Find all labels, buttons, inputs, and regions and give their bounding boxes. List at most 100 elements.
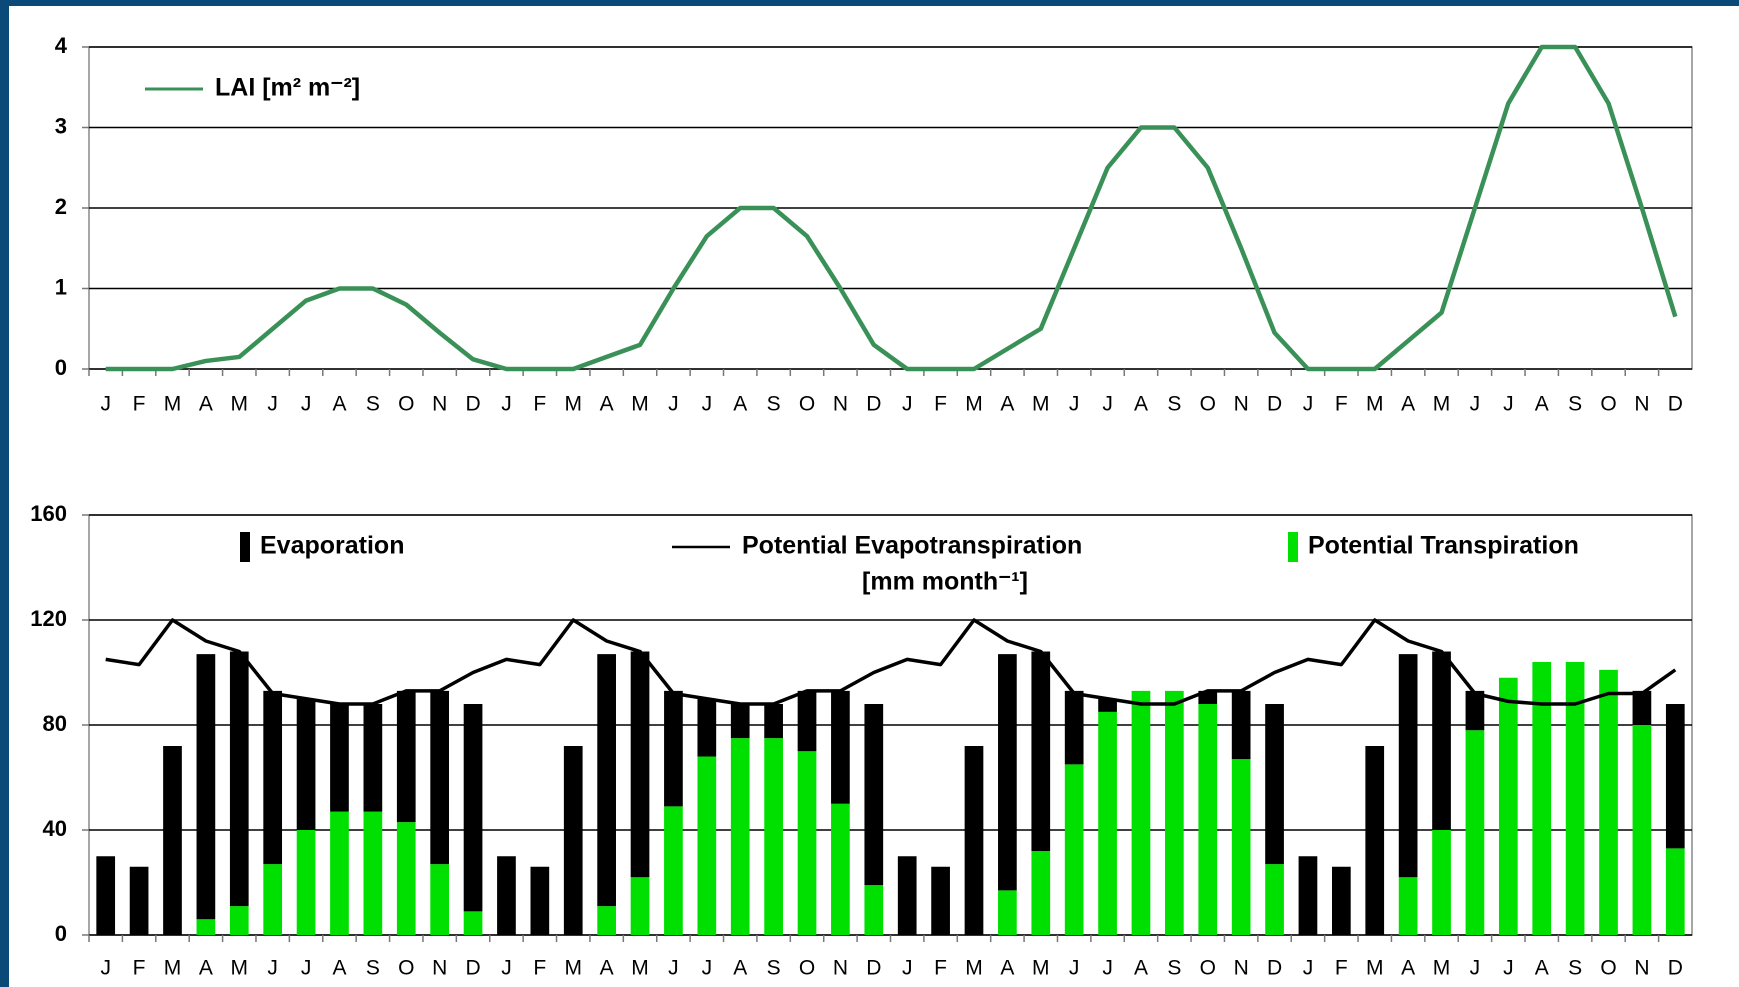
bar-segment xyxy=(1031,651,1051,851)
x-tick-label: M xyxy=(564,957,582,980)
x-tick-label: N xyxy=(833,957,848,980)
bar-segment xyxy=(1632,690,1652,725)
x-tick-label: M xyxy=(1032,957,1050,980)
x-tick-label: A xyxy=(199,957,213,980)
bar-segment xyxy=(1165,690,1184,935)
bar-segment xyxy=(1432,651,1451,830)
data-line xyxy=(105,618,1677,706)
bar-segment xyxy=(563,746,583,935)
bar-segment xyxy=(430,690,450,865)
x-tick-label: J xyxy=(668,393,679,416)
data-line xyxy=(105,44,1678,372)
x-tick-label: A xyxy=(1535,393,1549,416)
x-tick-label: A xyxy=(733,393,747,416)
bar-segment xyxy=(664,690,683,807)
x-tick-label: J xyxy=(301,393,312,416)
x-tick-label: D xyxy=(866,957,881,980)
bar-segment xyxy=(1064,690,1084,765)
bar-segment xyxy=(1198,704,1218,935)
bar-segment xyxy=(1565,662,1585,935)
bar-segment xyxy=(1231,690,1251,760)
bar-segment xyxy=(831,690,850,804)
x-tick-label: J xyxy=(1303,957,1314,980)
bar-segment xyxy=(296,698,316,830)
x-tick-label: S xyxy=(767,393,781,416)
x-tick-label: M xyxy=(631,393,649,416)
x-tick-label: A xyxy=(600,957,614,980)
x-tick-label: O xyxy=(799,393,815,416)
y-tick-label: 160 xyxy=(30,501,67,526)
x-tick-label: J xyxy=(100,393,111,416)
x-tick-label: A xyxy=(332,393,346,416)
x-tick-label: N xyxy=(432,393,447,416)
x-tick-label: F xyxy=(133,393,146,416)
bar-segment xyxy=(1064,764,1084,935)
bar-segment xyxy=(463,704,483,912)
x-tick-label: D xyxy=(1267,393,1282,416)
x-tick-label: M xyxy=(564,393,582,416)
x-tick-label: J xyxy=(1503,393,1514,416)
bar-segment xyxy=(797,690,817,752)
x-tick-label: J xyxy=(501,957,512,980)
x-tick-label: J xyxy=(1503,957,1514,980)
x-tick-label: M xyxy=(631,957,649,980)
x-tick-label: D xyxy=(866,393,881,416)
x-tick-label: A xyxy=(600,393,614,416)
bar-segment xyxy=(1532,662,1552,935)
bar-segment xyxy=(363,811,383,935)
bar-segment xyxy=(1632,725,1652,935)
bar-segment xyxy=(1231,759,1251,935)
bar-segment xyxy=(1265,864,1284,935)
legend-label: LAI [m² m⁻²] xyxy=(215,74,360,102)
legend-label: Potential Transpiration xyxy=(1308,532,1579,560)
x-tick-label: J xyxy=(1069,393,1080,416)
y-tick-label: 2 xyxy=(55,194,67,219)
bar-segment xyxy=(964,746,984,935)
bar-segment xyxy=(363,704,383,812)
x-tick-label: J xyxy=(702,957,713,980)
x-tick-label: F xyxy=(1335,957,1348,980)
bar-segment xyxy=(630,651,650,878)
x-tick-label: J xyxy=(902,957,913,980)
legend-swatch xyxy=(240,532,250,562)
legend-swatch xyxy=(1288,532,1298,562)
x-tick-label: O xyxy=(398,957,414,980)
bar-segment xyxy=(797,751,817,935)
bar-segment xyxy=(1665,848,1685,935)
bar-segment xyxy=(864,704,884,886)
bar-segment xyxy=(1398,654,1418,878)
y-tick-label: 40 xyxy=(43,816,67,841)
x-tick-label: S xyxy=(1568,393,1582,416)
bar-segment xyxy=(463,911,483,935)
bar-segment xyxy=(196,654,216,920)
x-tick-label: D xyxy=(1267,957,1282,980)
x-tick-label: F xyxy=(934,957,947,980)
y-tick-label: 120 xyxy=(30,606,67,631)
x-tick-label: S xyxy=(366,393,380,416)
x-tick-label: J xyxy=(1102,957,1113,980)
bar-segment xyxy=(1365,746,1385,935)
x-tick-label: A xyxy=(332,957,346,980)
x-tick-label: M xyxy=(1433,957,1451,980)
bar-segment xyxy=(330,811,349,935)
x-tick-label: D xyxy=(1668,957,1683,980)
x-tick-label: M xyxy=(965,393,983,416)
x-tick-label: S xyxy=(1167,393,1181,416)
y-tick-label: 0 xyxy=(55,921,67,946)
x-tick-label: J xyxy=(267,393,278,416)
unit-label: [mm month⁻¹] xyxy=(862,568,1028,596)
x-tick-label: M xyxy=(1366,393,1384,416)
x-tick-label: J xyxy=(100,957,111,980)
bar-segment xyxy=(1031,851,1051,935)
bar-segment xyxy=(163,746,182,935)
y-tick-label: 1 xyxy=(55,274,67,299)
x-tick-label: N xyxy=(833,393,848,416)
bar-segment xyxy=(630,877,650,935)
x-tick-label: M xyxy=(164,957,182,980)
bar-segment xyxy=(1131,690,1151,935)
bar-segment xyxy=(296,830,316,935)
bar-segment xyxy=(831,803,850,935)
x-tick-label: N xyxy=(432,957,447,980)
x-tick-label: A xyxy=(1000,393,1014,416)
